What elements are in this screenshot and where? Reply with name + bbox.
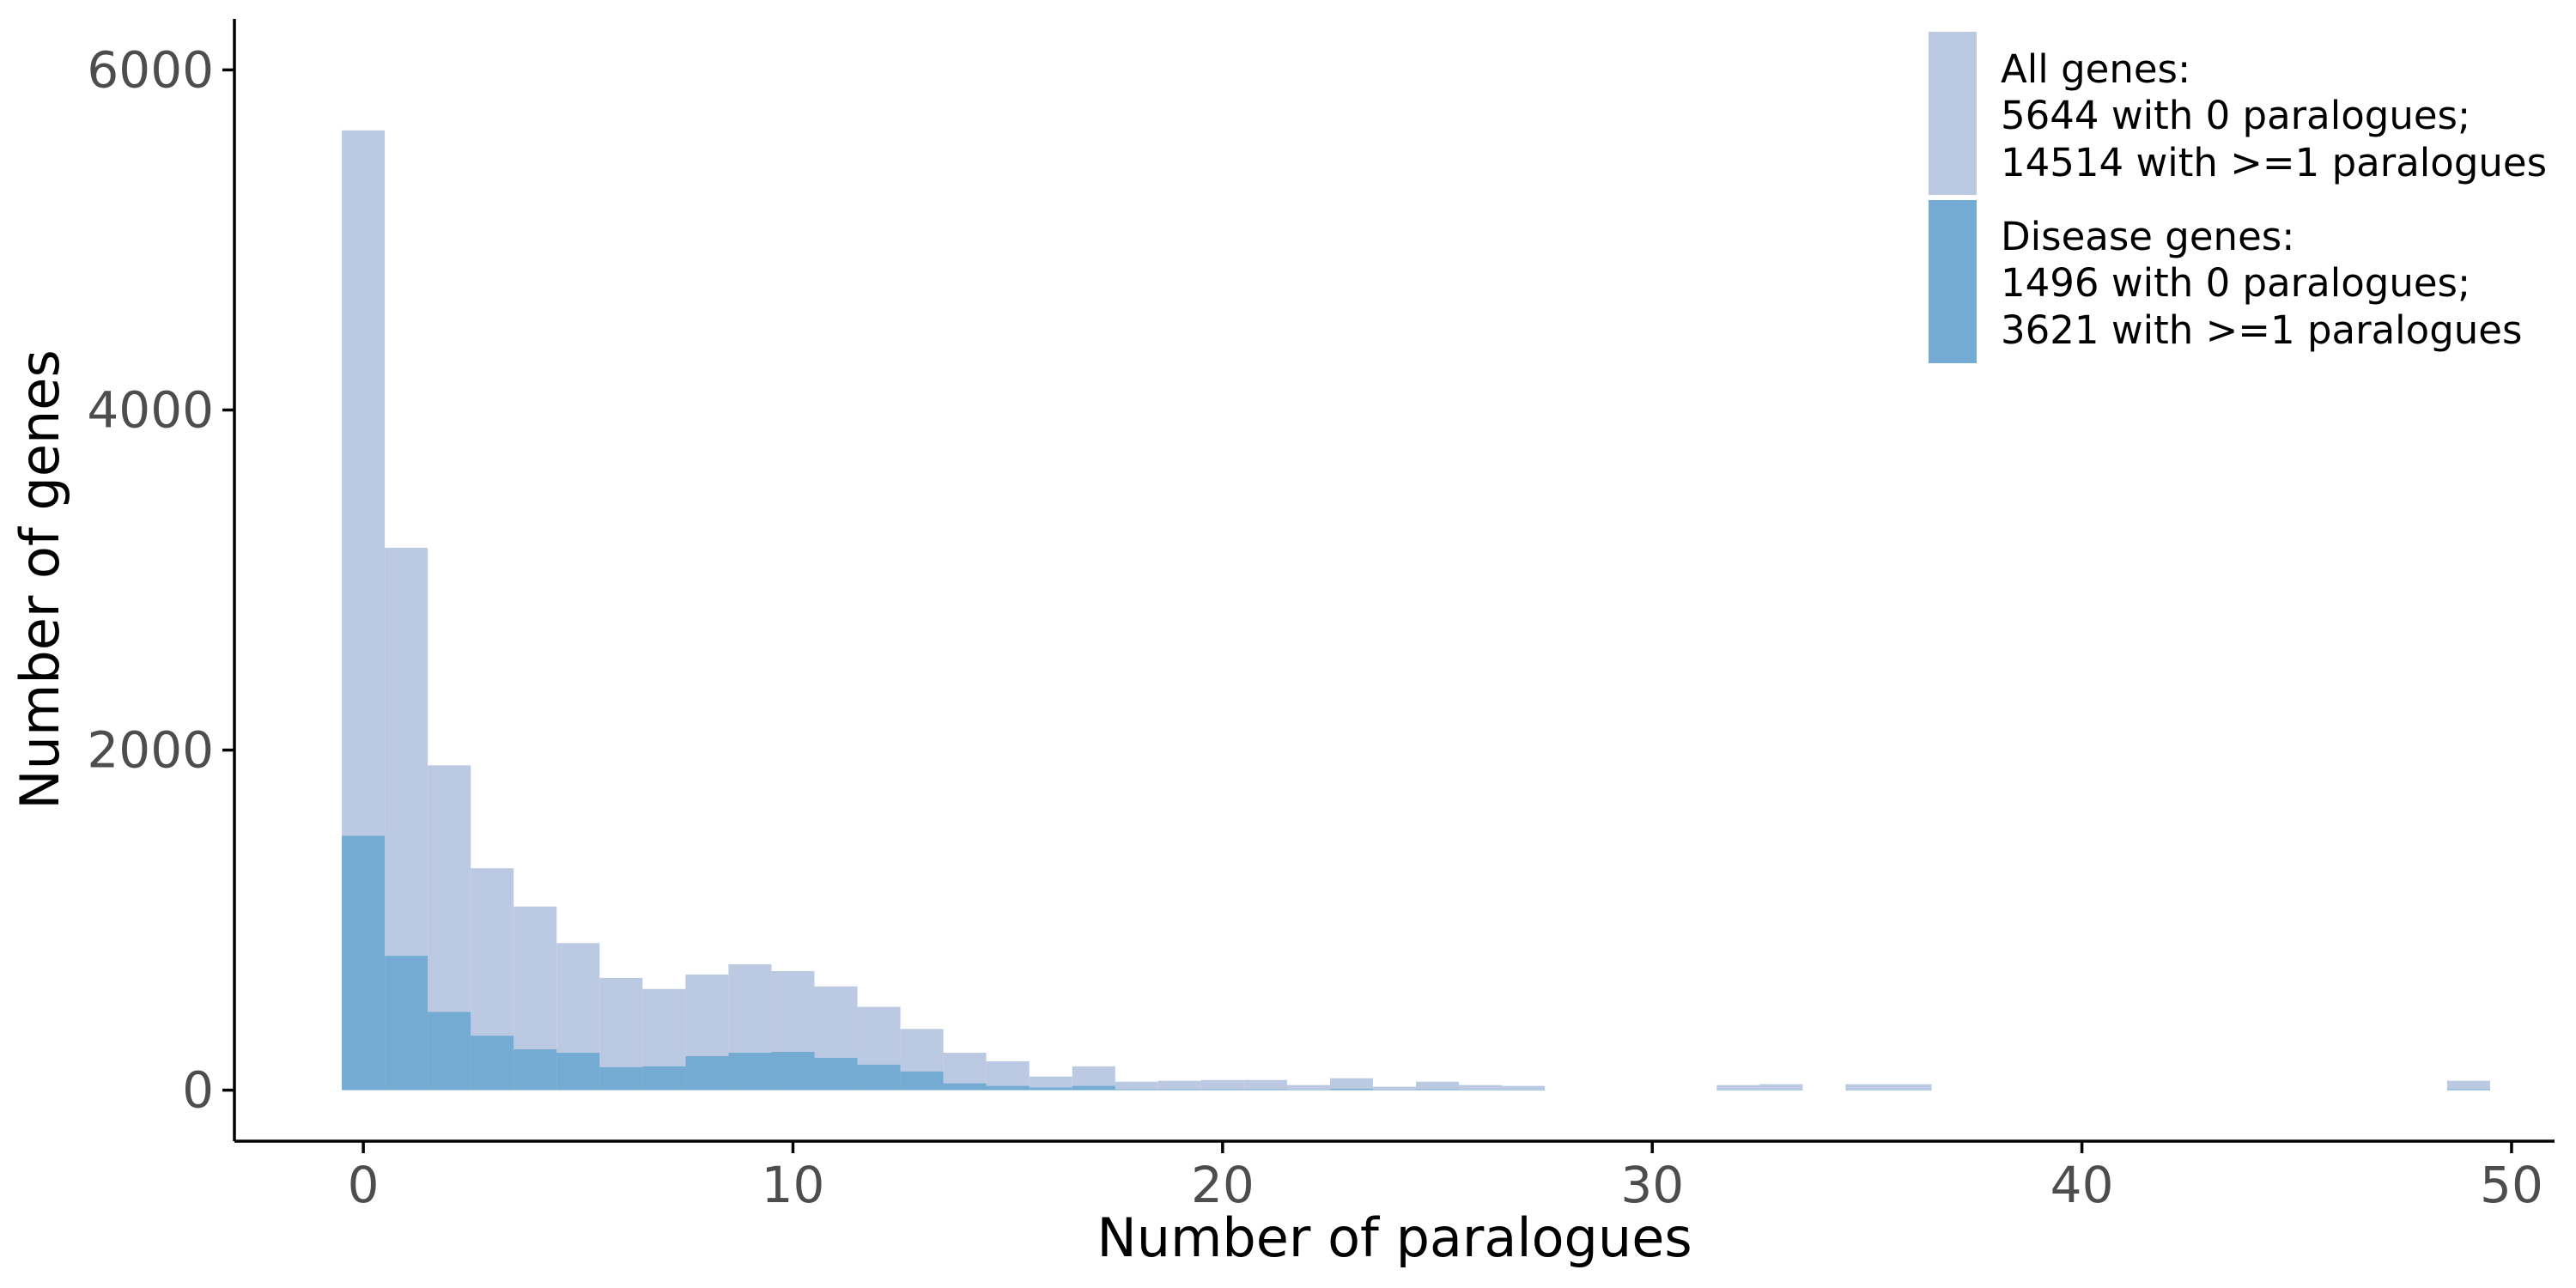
legend-all-line-3: 14514 with >=1 paralogues [2001, 140, 2547, 185]
disease-bar-22 [1286, 1089, 1330, 1091]
disease-genes-series [342, 835, 2490, 1091]
legend-all-line-1: All genes: [2001, 46, 2190, 92]
disease-bar-13 [900, 1071, 944, 1091]
legend-disease-line-2: 1496 with 0 paralogues; [2001, 260, 2470, 306]
disease-bar-8 [685, 1055, 729, 1091]
disease-bar-49 [2446, 1089, 2490, 1091]
disease-bar-20 [1200, 1089, 1244, 1091]
x-axis-title: Number of paralogues [1097, 1206, 1692, 1269]
all-bar-22 [1286, 1084, 1330, 1091]
all-bar-16 [1029, 1076, 1072, 1091]
disease-bar-16 [1029, 1087, 1072, 1091]
disease-bar-24 [1372, 1089, 1417, 1091]
all-bar-15 [986, 1060, 1030, 1091]
legend-key-disease-genes [1929, 200, 1977, 363]
legend-disease-line-1: Disease genes: [2001, 214, 2294, 259]
disease-bar-3 [471, 1036, 514, 1091]
disease-bar-33 [1759, 1089, 1803, 1091]
all-bar-35 [1845, 1084, 1889, 1091]
disease-bar-18 [1115, 1089, 1158, 1091]
all-bar-21 [1243, 1079, 1287, 1091]
all-bar-32 [1716, 1084, 1760, 1091]
all-bar-33 [1759, 1084, 1803, 1091]
disease-bar-5 [556, 1053, 600, 1091]
all-bar-25 [1416, 1081, 1460, 1091]
x-tick-label-50: 50 [2480, 1156, 2543, 1214]
y-tick-label-4000: 4000 [87, 380, 214, 439]
disease-bar-27 [1502, 1089, 1546, 1091]
disease-bar-9 [728, 1053, 772, 1091]
all-bar-19 [1157, 1080, 1201, 1091]
legend-key-all-genes [1929, 32, 1977, 195]
all-bar-36 [1888, 1084, 1932, 1091]
disease-bar-14 [943, 1083, 987, 1091]
disease-bar-12 [857, 1064, 901, 1091]
all-bar-20 [1200, 1079, 1244, 1091]
y-tick-label-2000: 2000 [87, 721, 214, 780]
y-tick-label-6000: 6000 [87, 40, 214, 99]
disease-bar-4 [513, 1049, 557, 1091]
disease-bar-26 [1459, 1089, 1503, 1091]
all-bar-26 [1459, 1084, 1503, 1091]
legend-all-line-2: 5644 with 0 paralogues; [2001, 93, 2470, 138]
x-tick-label-10: 10 [762, 1156, 825, 1214]
y-axis-ticks: 0 2000 4000 6000 [87, 40, 234, 1120]
disease-bar-6 [599, 1066, 643, 1091]
legend-disease-line-3: 3621 with >=1 paralogues [2001, 307, 2522, 353]
disease-bar-15 [986, 1085, 1030, 1091]
y-tick-label-0: 0 [182, 1061, 214, 1120]
disease-bar-11 [814, 1057, 858, 1091]
disease-bar-25 [1416, 1089, 1460, 1091]
x-axis-ticks: 0 10 20 30 40 50 [348, 1141, 2543, 1214]
disease-bar-35 [1845, 1089, 1889, 1091]
all-bar-18 [1115, 1081, 1158, 1091]
disease-bar-2 [428, 1012, 471, 1091]
x-tick-label-20: 20 [1191, 1156, 1255, 1214]
disease-bar-7 [642, 1066, 686, 1091]
x-tick-label-0: 0 [348, 1156, 380, 1214]
all-bar-49 [2446, 1080, 2490, 1091]
disease-bar-36 [1888, 1089, 1932, 1091]
legend: All genes: 5644 with 0 paralogues; 14514… [1929, 32, 2547, 363]
disease-bar-17 [1072, 1085, 1115, 1091]
all-bar-23 [1329, 1078, 1373, 1091]
disease-bar-10 [771, 1052, 815, 1091]
x-tick-label-30: 30 [1620, 1156, 1684, 1214]
disease-bar-1 [385, 956, 428, 1091]
x-tick-label-40: 40 [2050, 1156, 2114, 1214]
disease-bar-23 [1329, 1089, 1373, 1091]
disease-bar-0 [342, 835, 386, 1091]
disease-bar-19 [1157, 1089, 1201, 1091]
y-axis-title: Number of genes [9, 349, 71, 809]
disease-bar-21 [1243, 1089, 1287, 1091]
all-bar-24 [1372, 1086, 1417, 1091]
all-bar-27 [1502, 1085, 1546, 1091]
disease-bar-32 [1716, 1089, 1760, 1091]
